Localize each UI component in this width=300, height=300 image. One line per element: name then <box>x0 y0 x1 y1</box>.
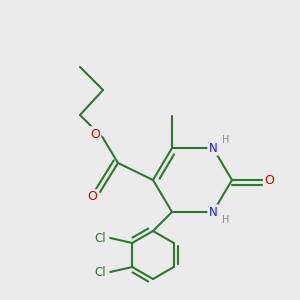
Text: N: N <box>208 142 217 154</box>
Text: N: N <box>208 206 217 218</box>
Text: O: O <box>87 190 97 203</box>
Text: O: O <box>90 128 100 140</box>
Text: Cl: Cl <box>94 266 106 278</box>
Text: O: O <box>264 173 274 187</box>
Text: H: H <box>222 215 230 225</box>
Text: Cl: Cl <box>94 232 106 244</box>
Text: H: H <box>222 135 230 145</box>
